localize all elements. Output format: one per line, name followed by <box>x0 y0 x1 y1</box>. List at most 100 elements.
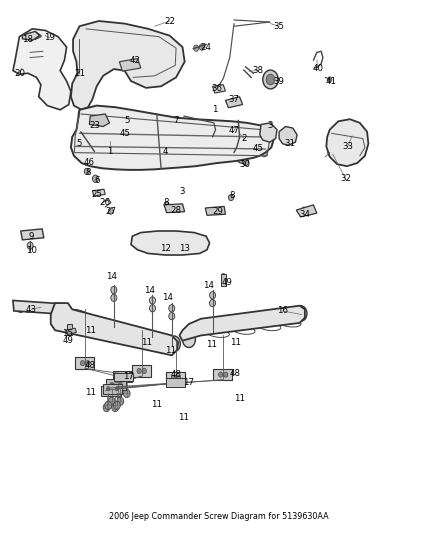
Circle shape <box>110 383 113 386</box>
Circle shape <box>113 389 117 393</box>
Circle shape <box>27 242 33 249</box>
Circle shape <box>169 380 173 385</box>
Polygon shape <box>260 123 277 142</box>
Text: 3: 3 <box>267 121 272 130</box>
Circle shape <box>117 124 125 135</box>
Circle shape <box>142 368 146 374</box>
Text: 21: 21 <box>74 69 85 78</box>
Text: 35: 35 <box>274 22 285 31</box>
Circle shape <box>115 120 119 125</box>
Circle shape <box>164 201 169 208</box>
Text: 30: 30 <box>239 160 250 169</box>
Polygon shape <box>71 21 185 110</box>
Text: 48: 48 <box>85 361 96 370</box>
Circle shape <box>117 375 122 380</box>
Polygon shape <box>120 59 141 71</box>
Text: 28: 28 <box>170 206 182 215</box>
FancyBboxPatch shape <box>102 384 123 394</box>
Text: 40: 40 <box>312 63 323 72</box>
Polygon shape <box>226 97 243 108</box>
Circle shape <box>53 306 66 322</box>
Polygon shape <box>326 119 368 166</box>
FancyBboxPatch shape <box>75 358 94 369</box>
Text: 11: 11 <box>166 345 177 354</box>
Text: 46: 46 <box>84 158 95 166</box>
Circle shape <box>66 329 70 334</box>
Circle shape <box>106 386 110 391</box>
Text: 18: 18 <box>22 35 33 44</box>
Ellipse shape <box>96 317 117 328</box>
Text: 11: 11 <box>85 326 96 335</box>
FancyBboxPatch shape <box>132 365 151 377</box>
Text: 1: 1 <box>212 106 217 114</box>
Circle shape <box>115 386 119 391</box>
Text: 16: 16 <box>277 306 288 316</box>
Polygon shape <box>279 126 297 146</box>
Polygon shape <box>71 106 274 170</box>
FancyBboxPatch shape <box>101 385 121 396</box>
Circle shape <box>92 175 99 182</box>
Circle shape <box>294 306 307 321</box>
Text: 20: 20 <box>14 69 25 78</box>
Text: 49: 49 <box>221 278 232 287</box>
Text: 32: 32 <box>340 174 351 183</box>
Circle shape <box>85 360 90 366</box>
Circle shape <box>119 383 122 386</box>
Circle shape <box>26 33 30 38</box>
Circle shape <box>117 375 120 379</box>
Ellipse shape <box>184 239 196 247</box>
Text: 42: 42 <box>130 55 141 64</box>
Circle shape <box>171 375 176 381</box>
Circle shape <box>68 323 71 327</box>
Circle shape <box>301 207 307 213</box>
Polygon shape <box>180 306 305 341</box>
Text: 14: 14 <box>162 293 173 302</box>
Circle shape <box>169 312 175 320</box>
Polygon shape <box>131 231 209 255</box>
Circle shape <box>328 149 335 157</box>
Text: 2: 2 <box>241 134 247 143</box>
Circle shape <box>137 368 141 374</box>
Polygon shape <box>13 301 68 314</box>
Text: 11: 11 <box>206 341 217 349</box>
Text: 25: 25 <box>91 190 102 199</box>
Circle shape <box>80 360 85 366</box>
Text: 11: 11 <box>178 414 189 423</box>
Polygon shape <box>21 229 44 240</box>
Text: 8: 8 <box>229 191 235 200</box>
Text: 49: 49 <box>63 336 73 345</box>
Circle shape <box>261 149 268 157</box>
Text: 4: 4 <box>162 147 168 156</box>
Ellipse shape <box>207 329 229 337</box>
Text: 5: 5 <box>124 116 130 125</box>
Circle shape <box>237 152 246 163</box>
Ellipse shape <box>126 325 148 335</box>
Polygon shape <box>205 206 226 215</box>
Polygon shape <box>13 29 71 110</box>
Text: 38: 38 <box>252 66 263 75</box>
Circle shape <box>149 297 155 304</box>
Text: 34: 34 <box>299 210 311 219</box>
FancyBboxPatch shape <box>106 379 126 390</box>
Ellipse shape <box>70 309 92 320</box>
Circle shape <box>222 273 225 278</box>
Text: 45: 45 <box>119 129 130 138</box>
Circle shape <box>194 45 199 51</box>
Text: 47: 47 <box>229 126 240 135</box>
Text: 14: 14 <box>203 281 214 290</box>
Circle shape <box>32 33 37 38</box>
Circle shape <box>78 110 85 118</box>
Circle shape <box>111 286 117 294</box>
Circle shape <box>236 127 243 136</box>
Ellipse shape <box>233 326 255 334</box>
Circle shape <box>103 403 110 411</box>
Text: 17: 17 <box>124 372 134 381</box>
Circle shape <box>125 375 128 379</box>
Circle shape <box>328 77 332 82</box>
Text: 14: 14 <box>144 286 155 295</box>
Text: 41: 41 <box>325 77 336 86</box>
Text: 14: 14 <box>106 272 117 281</box>
Text: 31: 31 <box>284 139 295 148</box>
Polygon shape <box>114 373 133 382</box>
Text: 45: 45 <box>253 144 264 154</box>
